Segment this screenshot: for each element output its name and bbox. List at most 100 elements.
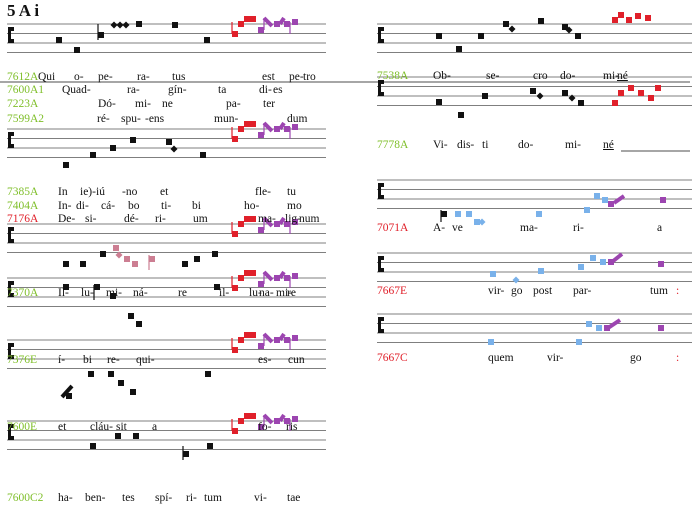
neume <box>645 15 651 21</box>
syllable: es <box>273 84 283 96</box>
neume <box>274 337 280 343</box>
syllable: fle- <box>255 186 271 198</box>
syllable: ter <box>263 98 276 110</box>
c-clef-top <box>380 27 384 31</box>
c-clef-top <box>380 256 384 260</box>
neume <box>658 261 664 267</box>
neume <box>292 273 298 279</box>
neume-rhombus <box>568 94 576 102</box>
neume <box>250 413 256 419</box>
neume-rhombus <box>536 92 544 100</box>
neume-ligature <box>278 16 286 26</box>
syllable: bi <box>83 354 92 366</box>
neume <box>600 259 606 265</box>
neume <box>66 393 72 399</box>
neume <box>638 90 644 96</box>
syllable: Vi- <box>433 139 448 151</box>
neume <box>660 197 666 203</box>
syllable: ha- <box>58 492 73 504</box>
neume <box>284 337 290 343</box>
c-clef <box>378 317 381 333</box>
syllable: Ob- <box>433 70 451 82</box>
neume <box>284 221 290 227</box>
neume <box>458 112 464 118</box>
neume <box>658 325 664 331</box>
syllable: De- <box>58 213 76 225</box>
syllable: es- <box>258 354 272 366</box>
syllable: a <box>657 222 663 234</box>
neume <box>130 137 136 143</box>
neume <box>503 21 509 27</box>
neume <box>292 219 298 225</box>
syllable: ti- <box>161 200 172 212</box>
c-clef-bottom <box>10 293 14 297</box>
neume <box>562 24 568 30</box>
neume <box>132 261 138 267</box>
syllable: spí- <box>155 492 173 504</box>
chant-id: 7385A <box>7 186 39 198</box>
neume <box>238 21 244 27</box>
chant-id: 7370A <box>7 287 39 299</box>
syllable: quem <box>488 352 514 364</box>
staff-2 <box>7 128 326 158</box>
syllable: vir- <box>488 285 505 297</box>
c-clef-bottom <box>380 92 384 96</box>
neume <box>207 443 213 449</box>
chant-id: 7404A <box>7 200 39 212</box>
syllable: -no <box>122 186 138 198</box>
neume <box>244 121 250 127</box>
neume <box>284 21 290 27</box>
syllable: il- <box>219 287 230 299</box>
syllable: ti <box>482 139 489 151</box>
syllable: A- <box>433 222 446 234</box>
neume <box>115 433 121 439</box>
c-clef <box>378 80 381 96</box>
syllable: dé- <box>124 213 139 225</box>
c-clef-bottom <box>10 144 14 148</box>
neume <box>618 12 624 18</box>
neume <box>250 332 256 338</box>
syllable: si- <box>85 213 97 225</box>
syllable: cláu- <box>90 421 113 433</box>
syllable: ie)- <box>80 186 96 198</box>
neume <box>596 325 602 331</box>
neume <box>292 124 298 130</box>
staff-11 <box>377 313 692 343</box>
chant-id: 7599A2 <box>7 113 45 125</box>
syllable: dis- <box>457 139 475 151</box>
neume <box>250 270 256 276</box>
staff-10 <box>377 252 692 282</box>
neume <box>238 221 244 227</box>
neume <box>284 126 290 132</box>
neume <box>274 275 280 281</box>
neume <box>244 413 250 419</box>
neume-ligature <box>278 216 286 226</box>
chant-id: 7376E <box>7 354 38 366</box>
neume <box>538 268 544 274</box>
c-clef <box>378 256 381 272</box>
neume <box>136 321 142 327</box>
syllable: di- <box>76 200 89 212</box>
c-clef <box>378 183 381 199</box>
neume <box>608 259 614 265</box>
syllable: spu- <box>121 113 141 125</box>
neume <box>618 90 624 96</box>
neume <box>482 93 488 99</box>
c-clef-bottom <box>10 355 14 359</box>
c-clef-top <box>10 424 14 428</box>
syllable: mi- <box>565 139 581 151</box>
c-clef-bottom <box>380 39 384 43</box>
syllable: Dó- <box>98 98 116 110</box>
syllable: In- <box>58 200 72 212</box>
chant-id: 7223A <box>7 98 39 110</box>
syllable: est <box>262 71 275 83</box>
staff-7 <box>377 23 692 53</box>
neume <box>200 152 206 158</box>
neume <box>626 17 632 23</box>
syllable: cá- <box>101 200 116 212</box>
neume-ligature <box>278 332 286 342</box>
chant-id: 7600C2 <box>7 492 44 504</box>
staff-9 <box>377 179 692 209</box>
neume <box>284 275 290 281</box>
syllable: ben- <box>85 492 106 504</box>
